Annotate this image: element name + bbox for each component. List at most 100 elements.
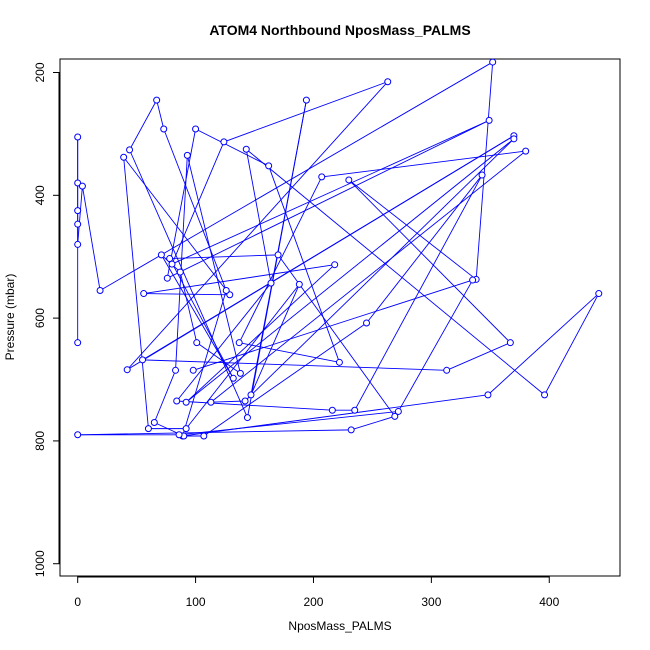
series-segment <box>238 176 323 343</box>
data-point <box>295 280 303 288</box>
data-point <box>384 78 392 86</box>
series-segment <box>277 254 396 417</box>
series-segment <box>446 342 511 371</box>
data-point <box>74 207 82 215</box>
data-point <box>144 425 152 433</box>
series-segment <box>245 148 545 396</box>
data-point <box>243 414 251 422</box>
x-axis-label: NposMass_PALMS <box>288 619 391 633</box>
data-point <box>207 398 215 406</box>
series-segment <box>186 155 241 374</box>
series-segment <box>354 174 483 411</box>
series-segment <box>175 155 188 371</box>
data-point <box>229 374 237 382</box>
data-point <box>172 366 180 374</box>
series-segment <box>77 186 83 245</box>
series-segment <box>203 322 367 437</box>
data-point <box>193 339 201 347</box>
series-segment <box>167 119 490 279</box>
y-axis-label: Pressure (mbar) <box>3 274 17 361</box>
series-segment <box>348 179 511 343</box>
series-segment <box>245 149 272 284</box>
data-point <box>469 276 477 284</box>
data-point <box>443 366 451 374</box>
series-segment <box>81 186 101 291</box>
series-segment <box>126 135 515 371</box>
series-segment <box>544 293 600 396</box>
data-point <box>236 369 244 377</box>
x-tick-label: 100 <box>186 595 206 609</box>
y-axis: 200 400 600 800 1000 <box>33 62 60 577</box>
series-segment <box>223 81 388 143</box>
data-point <box>150 418 158 426</box>
series-segment <box>193 279 473 371</box>
series-segment <box>169 258 234 379</box>
data-point <box>318 173 326 181</box>
data-point <box>176 268 184 276</box>
data-point <box>391 412 399 420</box>
data-point <box>126 146 134 154</box>
series-segment <box>77 429 352 436</box>
data-point <box>363 319 371 327</box>
x-tick-label: 300 <box>421 595 441 609</box>
series-segment <box>195 128 269 167</box>
data-point <box>484 391 492 399</box>
data-point <box>74 431 82 439</box>
data-point <box>478 171 486 179</box>
series-segment <box>321 150 526 178</box>
data-point <box>235 339 243 347</box>
data-point <box>489 58 497 66</box>
y-tick-label: 800 <box>33 431 47 451</box>
series-segment <box>250 284 300 396</box>
data-point <box>522 147 530 155</box>
data-point <box>222 286 230 294</box>
series-lines <box>77 61 600 437</box>
series-segment <box>123 157 149 429</box>
series-segment <box>348 179 477 280</box>
data-point <box>242 145 250 153</box>
data-point <box>595 290 603 298</box>
series-segment <box>171 119 490 265</box>
series-segment <box>244 138 515 402</box>
series-segment <box>397 279 474 412</box>
data-point <box>74 339 82 347</box>
series-segment <box>143 293 230 296</box>
x-tick-label: 400 <box>539 595 559 609</box>
data-point <box>351 406 359 414</box>
data-point <box>541 391 549 399</box>
series-segment <box>176 400 333 411</box>
data-point <box>328 406 336 414</box>
series-segment <box>123 156 231 296</box>
y-tick-label: 400 <box>33 185 47 205</box>
data-point <box>274 251 282 259</box>
data-point <box>394 407 402 415</box>
series-segment <box>176 282 272 402</box>
data-point <box>241 397 249 405</box>
y-tick-label: 1000 <box>33 550 47 577</box>
y-tick-label: 600 <box>33 308 47 328</box>
series-segment <box>185 284 300 429</box>
series-segment <box>99 61 493 291</box>
series-segment <box>171 141 225 265</box>
series-segment <box>210 150 526 403</box>
series-segment <box>129 99 158 151</box>
data-point <box>331 261 339 269</box>
series-segment <box>210 400 246 403</box>
chart-title: ATOM4 Northbound NposMass_PALMS <box>209 22 470 38</box>
data-point <box>175 431 183 439</box>
series-segment <box>182 290 227 437</box>
data-point <box>160 125 168 133</box>
data-point <box>220 138 228 146</box>
series-segment <box>351 415 395 431</box>
plot-area <box>59 58 621 577</box>
data-point <box>74 220 82 228</box>
data-point <box>265 162 273 170</box>
data-point <box>510 135 518 143</box>
data-point <box>153 96 161 104</box>
data-point <box>347 426 355 434</box>
data-point <box>182 398 190 406</box>
series-segment <box>169 254 279 260</box>
data-point <box>157 251 165 259</box>
data-point <box>506 339 514 347</box>
